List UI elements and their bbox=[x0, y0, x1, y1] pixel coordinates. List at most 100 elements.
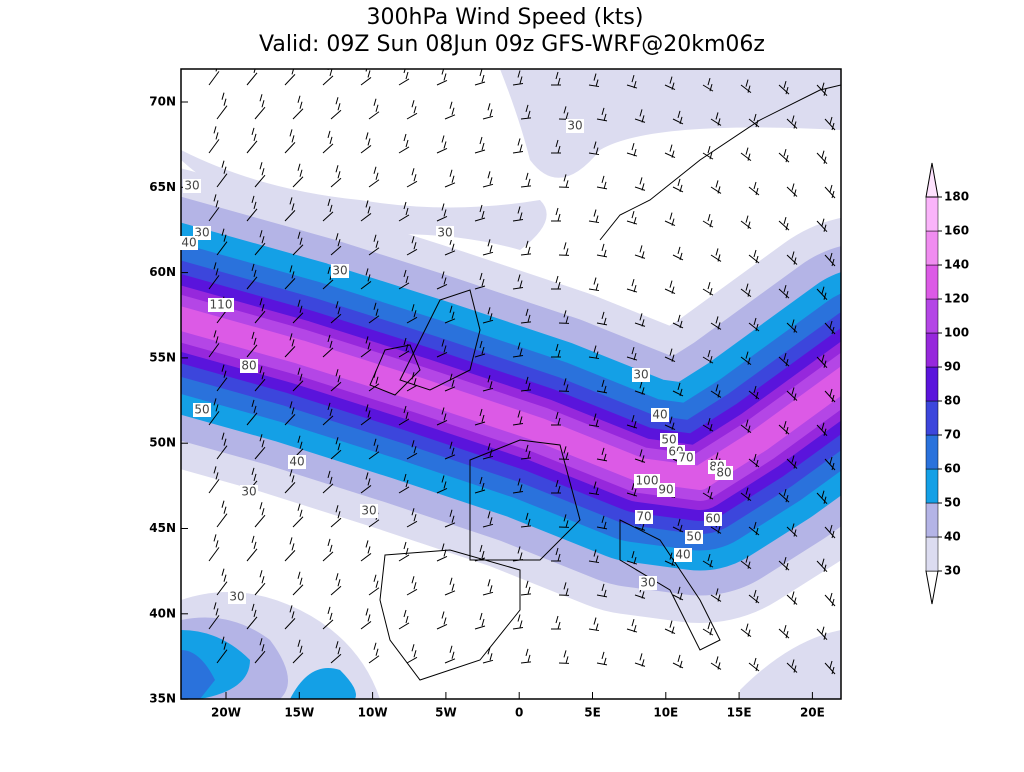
colorbar-box bbox=[925, 502, 939, 538]
wind-barb bbox=[588, 73, 600, 88]
wind-barb bbox=[634, 449, 646, 463]
wind-barb bbox=[246, 399, 258, 426]
wind-barb bbox=[360, 336, 372, 358]
wind-barb bbox=[360, 404, 372, 426]
contour-label: 30 bbox=[437, 226, 452, 240]
contour-label: 110 bbox=[210, 298, 233, 312]
map-frame bbox=[180, 68, 842, 700]
contour-label-bg bbox=[674, 548, 692, 562]
wind-barb bbox=[626, 278, 638, 293]
wind-barb bbox=[786, 659, 798, 673]
wind-barb bbox=[786, 455, 798, 469]
wind-barb bbox=[474, 476, 486, 494]
contour-label-bg bbox=[635, 510, 653, 524]
wind-patch bbox=[181, 650, 215, 699]
contour-label-bg bbox=[639, 576, 657, 590]
contour-label: 30 bbox=[229, 590, 244, 604]
coastline bbox=[599, 84, 841, 241]
wind-barb bbox=[216, 432, 228, 460]
wind-barb bbox=[710, 588, 722, 602]
wind-barb bbox=[550, 275, 562, 290]
wind-barb bbox=[626, 414, 638, 429]
colorbar-label: 120 bbox=[944, 292, 969, 306]
wind-barb bbox=[786, 387, 798, 401]
wind-barb bbox=[368, 642, 380, 664]
lat-label: 65N bbox=[149, 180, 176, 194]
colorbar-box bbox=[925, 196, 939, 232]
wind-barb bbox=[596, 243, 608, 258]
contour-label: 50 bbox=[661, 433, 676, 447]
wind-barb bbox=[550, 139, 562, 154]
wind-barb bbox=[246, 127, 258, 154]
wind-barb bbox=[436, 271, 448, 290]
wind-barb bbox=[444, 645, 456, 664]
wind-barb bbox=[216, 636, 228, 664]
wind-barb bbox=[482, 443, 494, 460]
lon-label: 5E bbox=[584, 706, 601, 720]
wind-barb bbox=[710, 384, 722, 398]
wind-barb bbox=[436, 475, 448, 494]
wind-barb bbox=[824, 252, 836, 267]
wind-barb bbox=[816, 558, 828, 573]
lon-label: 15W bbox=[284, 706, 314, 720]
wind-barb bbox=[520, 240, 532, 256]
wind-barb bbox=[588, 345, 600, 360]
wind-barb bbox=[398, 473, 410, 494]
contour-label-bg bbox=[566, 119, 584, 133]
wind-barb bbox=[512, 70, 524, 86]
lon-label: 10E bbox=[653, 706, 678, 720]
wind-barb bbox=[634, 653, 646, 667]
contour-label: 30 bbox=[567, 119, 582, 133]
contour-label-bg bbox=[657, 483, 675, 497]
wind-barb bbox=[216, 500, 228, 528]
wind-barb bbox=[474, 204, 486, 222]
wind-barb bbox=[550, 343, 562, 358]
wind-barb bbox=[596, 175, 608, 190]
wind-barb bbox=[702, 281, 714, 296]
wind-barb bbox=[596, 515, 608, 530]
wind-barb bbox=[254, 502, 266, 528]
wind-barb bbox=[406, 440, 418, 460]
map-area bbox=[181, 69, 841, 699]
wind-barb bbox=[664, 620, 676, 635]
wind-barb bbox=[246, 263, 258, 290]
colorbar-box bbox=[925, 366, 939, 402]
wind-barb bbox=[520, 444, 532, 460]
wind-barb bbox=[360, 268, 372, 290]
wind-barb bbox=[208, 534, 220, 562]
wind-patch bbox=[740, 630, 841, 699]
wind-barb bbox=[512, 342, 524, 358]
wind-barb bbox=[702, 417, 714, 432]
contour-label: 70 bbox=[636, 510, 651, 524]
wind-barb bbox=[626, 618, 638, 633]
wind-barb bbox=[398, 201, 410, 222]
wind-barb bbox=[748, 113, 760, 128]
wind-barb bbox=[436, 543, 448, 562]
wind-barb bbox=[436, 135, 448, 154]
wind-barb bbox=[284, 333, 296, 358]
wind-barb bbox=[444, 577, 456, 596]
colorbar-over bbox=[925, 162, 939, 198]
contour-label-bg bbox=[183, 179, 201, 193]
wind-barb bbox=[672, 518, 684, 533]
wind-barb bbox=[740, 555, 752, 570]
wind-barb bbox=[398, 541, 410, 562]
wind-barb bbox=[284, 401, 296, 426]
wind-barb bbox=[748, 181, 760, 196]
wind-barb bbox=[748, 453, 760, 468]
colorbar-box bbox=[925, 400, 939, 436]
colorbar-under bbox=[925, 570, 939, 605]
wind-barb bbox=[740, 623, 752, 638]
wind-barb bbox=[330, 437, 342, 460]
contour-label-bg bbox=[704, 512, 722, 526]
wind-barb bbox=[702, 553, 714, 568]
contour-label-bg bbox=[193, 403, 211, 417]
wind-barb bbox=[634, 245, 646, 259]
contour-label: 40 bbox=[652, 408, 667, 422]
wind-barb bbox=[664, 280, 676, 295]
wind-barb bbox=[216, 364, 228, 392]
wind-barb bbox=[664, 416, 676, 431]
colorbar-label: 80 bbox=[944, 394, 961, 408]
wind-barb bbox=[672, 178, 684, 193]
wind-barb bbox=[254, 298, 266, 324]
